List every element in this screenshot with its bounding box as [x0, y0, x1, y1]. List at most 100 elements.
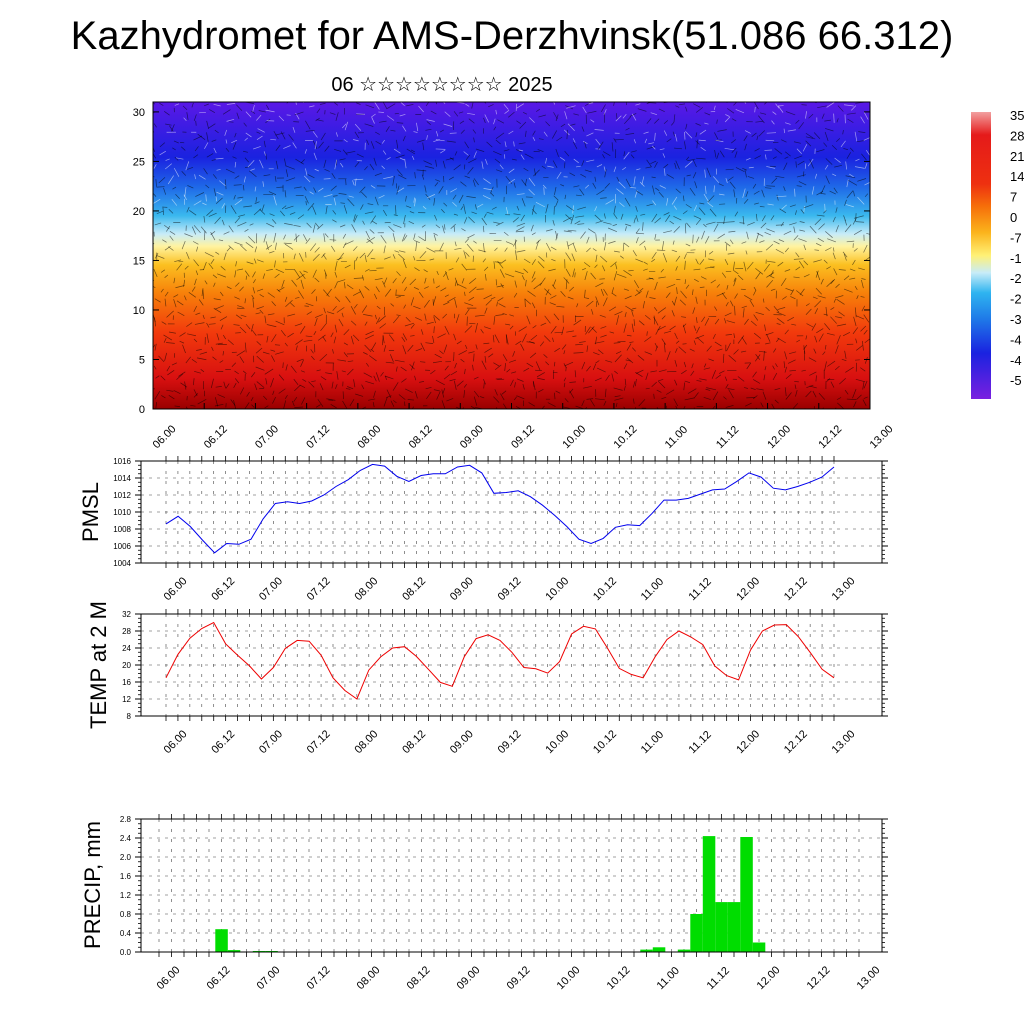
wind-stroke: [396, 314, 401, 316]
wind-stroke: [794, 384, 797, 390]
wind-stroke: [375, 140, 382, 145]
wind-stroke: [493, 118, 496, 125]
wind-stroke: [609, 331, 615, 334]
wind-stroke: [645, 166, 652, 169]
wind-stroke: [573, 352, 584, 354]
wind-stroke: [685, 131, 693, 139]
wind-stroke: [441, 209, 445, 214]
colorbar-label: -7: [1010, 230, 1022, 245]
wind-stroke: [450, 223, 456, 230]
xtick-label: 06.12: [209, 728, 237, 756]
wind-stroke: [262, 273, 266, 279]
wind-stroke: [314, 222, 320, 228]
wind-stroke: [475, 323, 478, 333]
wind-stroke: [265, 153, 267, 160]
wind-stroke: [666, 389, 675, 395]
wind-stroke: [766, 279, 774, 288]
wind-stroke: [364, 344, 372, 352]
wind-stroke: [159, 142, 166, 148]
wind-stroke: [863, 314, 870, 323]
wind-stroke: [257, 128, 265, 133]
wind-stroke: [588, 326, 595, 334]
ytick-label: 20: [122, 661, 131, 670]
wind-stroke: [275, 144, 281, 151]
wind-stroke: [419, 250, 427, 259]
wind-stroke: [635, 103, 641, 106]
wind-stroke: [842, 331, 851, 337]
wind-stroke: [223, 231, 230, 235]
wind-stroke: [482, 258, 486, 263]
wind-stroke: [691, 289, 694, 296]
wind-stroke: [586, 132, 594, 137]
wind-stroke: [434, 182, 439, 187]
wind-stroke: [826, 332, 835, 336]
xtick-label: 12.12: [782, 575, 810, 603]
wind-stroke: [483, 188, 493, 191]
wind-stroke: [184, 233, 193, 238]
wind-stroke: [206, 209, 214, 216]
wind-stroke: [234, 132, 237, 138]
wind-stroke: [473, 137, 475, 143]
wind-stroke: [807, 158, 814, 167]
precip-bar: [690, 914, 703, 952]
wind-stroke: [324, 233, 329, 238]
wind-stroke: [232, 142, 237, 150]
wind-stroke: [312, 131, 318, 138]
xtick-label: 06.12: [205, 964, 233, 992]
wind-stroke: [734, 305, 736, 316]
wind-stroke: [508, 178, 516, 184]
wind-stroke: [338, 318, 344, 327]
wind-stroke: [764, 232, 771, 236]
wind-stroke: [375, 372, 380, 382]
wind-stroke: [432, 360, 443, 364]
wind-stroke: [254, 201, 260, 205]
wind-stroke: [454, 298, 457, 308]
wind-stroke: [777, 337, 786, 344]
wind-stroke: [783, 186, 786, 192]
wind-stroke: [274, 242, 277, 250]
wind-stroke: [398, 394, 406, 400]
wind-stroke: [566, 129, 568, 140]
xtick-label: 11.12: [686, 729, 713, 756]
wind-stroke: [619, 202, 625, 208]
wind-stroke: [750, 387, 756, 391]
wind-stroke: [449, 378, 456, 382]
wind-stroke: [796, 174, 806, 178]
wind-stroke: [592, 248, 597, 252]
wind-stroke: [494, 389, 498, 396]
wind-stroke: [217, 394, 226, 398]
wind-stroke: [443, 301, 450, 306]
wind-stroke: [350, 320, 357, 326]
wind-stroke: [194, 174, 196, 180]
wind-stroke: [586, 365, 591, 372]
wind-stroke: [743, 198, 749, 204]
wind-stroke: [334, 261, 338, 271]
xtick-label: 11.00: [639, 576, 666, 603]
wind-stroke: [414, 267, 420, 272]
wind-stroke: [526, 315, 531, 325]
wind-stroke: [630, 150, 637, 153]
wind-stroke: [448, 268, 454, 271]
wind-stroke: [780, 221, 785, 227]
wind-stroke: [330, 332, 334, 338]
wind-stroke: [696, 326, 700, 334]
wind-stroke: [863, 137, 870, 141]
wind-stroke: [215, 196, 218, 202]
wind-stroke: [265, 104, 270, 110]
wind-stroke: [860, 116, 865, 124]
wind-stroke: [565, 252, 572, 261]
wind-stroke: [766, 333, 771, 342]
wind-stroke: [206, 120, 209, 129]
wind-stroke: [652, 200, 657, 206]
wind-stroke: [715, 374, 722, 379]
wind-stroke: [172, 186, 177, 190]
xs-xtick-label: 06.00: [151, 423, 179, 451]
wind-stroke: [392, 233, 396, 243]
wind-stroke: [772, 156, 777, 160]
xtick-label: 06.00: [162, 728, 190, 756]
xs-xtick-label: 11.12: [714, 424, 741, 451]
wind-stroke: [633, 280, 640, 289]
wind-stroke: [319, 102, 326, 105]
wind-stroke: [542, 184, 547, 189]
